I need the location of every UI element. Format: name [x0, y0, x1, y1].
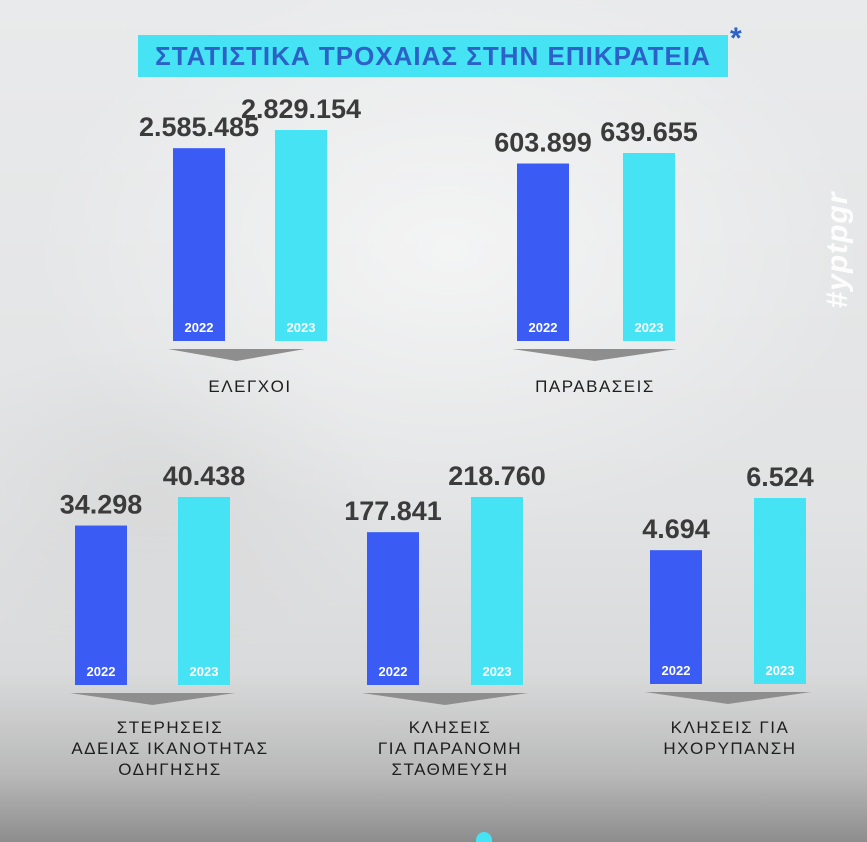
bar-year-label: 2023 — [635, 320, 664, 335]
bar-2023 — [623, 153, 675, 341]
bar-year-label: 2022 — [87, 664, 116, 679]
bar-2023 — [471, 497, 523, 685]
chart-caption: ΣΤΕΡΗΣΕΙΣ ΑΔΕΙΑΣ ΙΚΑΝΟΤΗΤΑΣ ΟΔΗΓΗΣΗΣ — [71, 718, 269, 779]
title-banner: ΣΤΑΤΙΣΤΙΚΑ ΤΡΟΧΑΙΑΣ ΣΤΗΝ ΕΠΙΚΡΑΤΕΙΑ — [138, 35, 728, 77]
bar-value-label: 6.524 — [746, 462, 814, 492]
bar-2023 — [275, 130, 327, 341]
caption-arrow — [645, 692, 811, 704]
bar-value-label: 603.899 — [494, 128, 592, 158]
bar-year-label: 2023 — [287, 320, 316, 335]
bar-2022 — [173, 148, 225, 341]
bar-value-label: 2.829.154 — [241, 94, 361, 124]
chart-caption: ΕΛΕΓΧΟΙ — [208, 377, 292, 396]
bar-value-label: 177.841 — [344, 496, 442, 526]
bar-year-label: 2022 — [662, 663, 691, 678]
caption-arrow — [512, 349, 677, 361]
bar-year-label: 2022 — [185, 320, 214, 335]
chart-caption: ΚΛΗΣΕΙΣ ΓΙΑ ΠΑΡΑΝΟΜΗ ΣΤΑΘΜΕΥΣΗ — [377, 718, 523, 779]
bar-2022 — [650, 550, 702, 684]
bar-value-label: 40.438 — [163, 461, 246, 491]
bar-year-label: 2022 — [379, 664, 408, 679]
caption-arrow — [362, 693, 528, 705]
chart-caption: ΠΑΡΑΒΑΣΕΙΣ — [535, 377, 655, 396]
bar-value-label: 218.760 — [448, 461, 546, 491]
bar-2023 — [178, 497, 230, 685]
bar-year-label: 2023 — [190, 664, 219, 679]
bar-value-label: 639.655 — [600, 117, 698, 147]
bar-year-label: 2023 — [766, 663, 795, 678]
bar-year-label: 2022 — [529, 320, 558, 335]
caption-arrow — [168, 349, 305, 361]
bar-2022 — [517, 163, 569, 341]
bar-2022 — [367, 532, 419, 685]
caption-arrow — [70, 693, 235, 705]
page-title: ΣΤΑΤΙΣΤΙΚΑ ΤΡΟΧΑΙΑΣ ΣΤΗΝ ΕΠΙΚΡΑΤΕΙΑ — [155, 40, 711, 71]
title-asterisk: * — [730, 22, 742, 55]
bar-2023 — [754, 498, 806, 684]
bar-year-label: 2023 — [483, 664, 512, 679]
bar-value-label: 4.694 — [642, 514, 710, 544]
bar-value-label: 34.298 — [60, 490, 143, 520]
chart-caption: ΚΛΗΣΕΙΣ ΓΙΑ ΗΧΟΡΥΠΑΝΣΗ — [663, 718, 797, 758]
bar-value-label: 2.585.485 — [139, 112, 259, 142]
bottom-accent — [476, 832, 492, 842]
bar-2022 — [75, 525, 127, 685]
